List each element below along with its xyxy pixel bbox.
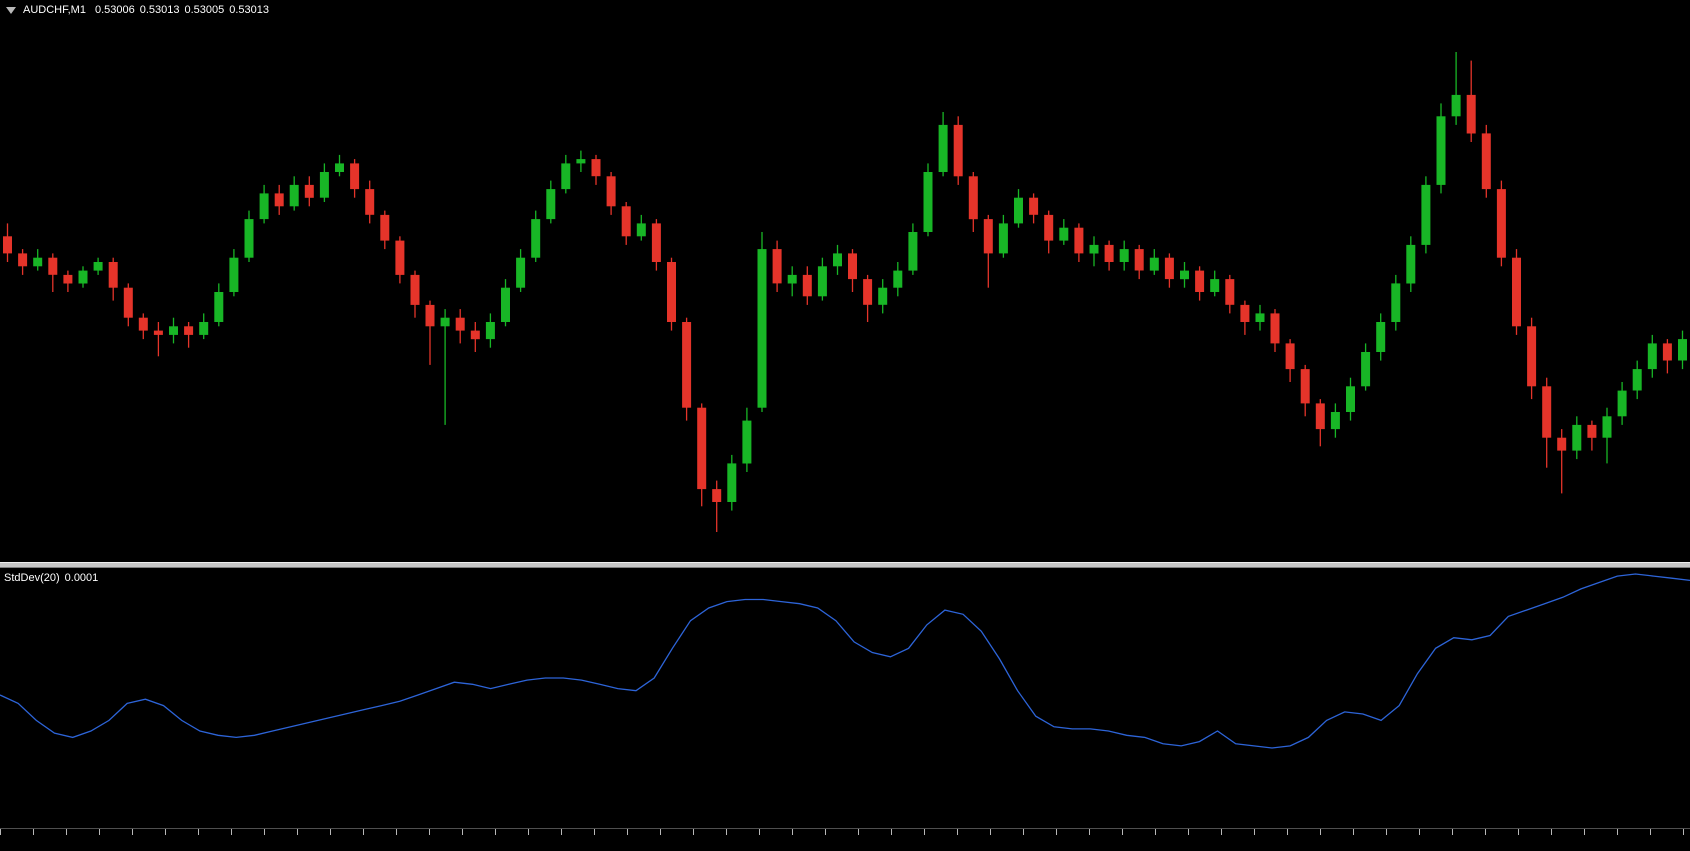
symbol-timeframe-label: AUDCHF,M1 xyxy=(23,4,86,16)
price-pane: AUDCHF,M1 0.53006 0.53013 0.53005 0.5301… xyxy=(0,0,1690,562)
quote-low: 0.53005 xyxy=(184,4,225,16)
quote-high: 0.53013 xyxy=(139,4,180,16)
indicator-pane: StdDev(20) 0.0001 xyxy=(0,568,1690,828)
quote-open: 0.53006 xyxy=(94,4,135,16)
quote-close: 0.53013 xyxy=(229,4,270,16)
chart-shift-triangle-icon xyxy=(6,7,16,14)
pane-splitter[interactable] xyxy=(0,562,1690,568)
stddev-chart[interactable] xyxy=(0,568,1690,828)
indicator-value-label: 0.0001 xyxy=(64,572,99,584)
candlestick-chart[interactable] xyxy=(0,0,1690,562)
time-axis-ticks xyxy=(0,829,1690,835)
indicator-name-label: StdDev(20) xyxy=(4,572,60,584)
quote-bar: AUDCHF,M1 0.53006 0.53013 0.53005 0.5301… xyxy=(6,4,274,16)
indicator-label: StdDev(20) 0.0001 xyxy=(4,572,103,584)
time-axis[interactable] xyxy=(0,828,1690,851)
